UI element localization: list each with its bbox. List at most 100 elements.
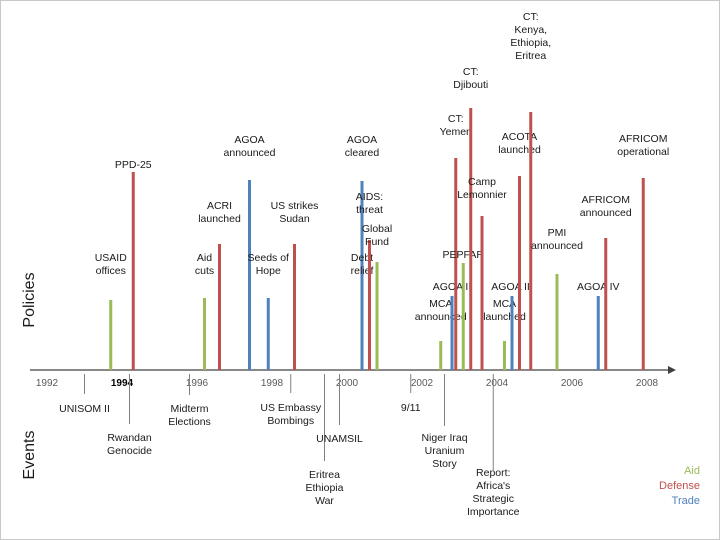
policy-label-agoa-announced: AGOA bbox=[234, 134, 264, 146]
policy-label-us-strikes-sudan: US strikes bbox=[271, 200, 319, 212]
event-label-unamsil: UNAMSIL bbox=[316, 433, 363, 445]
policy-bar-mca-launched bbox=[503, 341, 506, 370]
event-label-9-11: 9/11 bbox=[401, 402, 421, 414]
policy-label-ct-djibouti: Djibouti bbox=[453, 79, 488, 91]
policy-label-mca-launched: MCA bbox=[493, 298, 516, 310]
policy-bar-agoa-iv bbox=[596, 296, 600, 370]
policy-label-ct-yemen: CT: bbox=[448, 113, 464, 125]
event-label-midterm-elections: Midterm bbox=[171, 403, 209, 415]
event-label-report-africa-s-strategic-importance: Strategic bbox=[473, 493, 514, 505]
year-label-2002: 2002 bbox=[411, 378, 434, 389]
policy-bar-agoa-cleared bbox=[360, 181, 364, 370]
year-label-1994: 1994 bbox=[111, 378, 134, 389]
policy-bar-camp-lemonnier bbox=[480, 216, 484, 370]
event-label-niger-iraq-uranium-story: Uranium bbox=[425, 445, 465, 457]
event-label-report-africa-s-strategic-importance: Report: bbox=[476, 467, 510, 479]
year-label-2008: 2008 bbox=[636, 378, 659, 389]
policy-label-pmi-announced: announced bbox=[531, 240, 583, 252]
policy-label-africom-announced: announced bbox=[580, 207, 632, 219]
policy-label-ct-kenya-ethiopia-eritrea: Ethiopia, bbox=[510, 37, 551, 49]
policy-label-global-fund: Global bbox=[362, 223, 392, 235]
legend-trade: Trade bbox=[672, 495, 700, 507]
policy-label-ct-kenya-ethiopia-eritrea: CT: bbox=[523, 11, 539, 23]
policy-bar-pmi-announced bbox=[555, 274, 559, 370]
policy-bar-ct-yemen bbox=[454, 158, 458, 370]
policy-label-aids-threat: threat bbox=[356, 204, 383, 216]
policy-label-agoa-ii: AGOA II bbox=[433, 281, 472, 293]
event-label-eritrea-ethiopia-war: Eritrea bbox=[309, 469, 340, 481]
policy-label-ct-yemen: Yemen bbox=[440, 126, 472, 138]
year-label-2000: 2000 bbox=[336, 378, 359, 389]
policy-bar-seeds-of-hope bbox=[266, 298, 270, 370]
event-label-report-africa-s-strategic-importance: Africa's bbox=[476, 480, 510, 492]
policy-label-agoa-announced: announced bbox=[224, 147, 276, 159]
policy-label-seeds-of-hope: Seeds of bbox=[248, 252, 290, 264]
policy-label-ct-kenya-ethiopia-eritrea: Kenya, bbox=[514, 24, 547, 36]
policy-label-ct-kenya-ethiopia-eritrea: Eritrea bbox=[515, 50, 546, 62]
policy-label-agoa-cleared: AGOA bbox=[347, 134, 377, 146]
event-label-us-embassy-bombings: Bombings bbox=[267, 415, 314, 427]
policy-label-agoa-iii: AGOA III bbox=[491, 281, 532, 293]
policy-bar-agoa-ii bbox=[450, 296, 454, 370]
policy-label-acota-launched: launched bbox=[498, 144, 541, 156]
event-label-us-embassy-bombings: US Embassy bbox=[260, 402, 321, 414]
policy-bar-global-fund bbox=[375, 262, 379, 370]
event-label-rwandan-genocide: Genocide bbox=[107, 445, 152, 457]
policy-label-africom-operational: operational bbox=[617, 146, 669, 158]
policy-bar-acri-launched bbox=[218, 244, 221, 370]
policy-label-aid-cuts: Aid bbox=[197, 252, 212, 264]
year-label-2006: 2006 bbox=[561, 378, 584, 389]
legend-aid: Aid bbox=[684, 465, 700, 477]
policy-label-pepfar: PEPFAR bbox=[443, 249, 485, 261]
policy-label-usaid-offices: offices bbox=[96, 265, 126, 277]
policy-bar-debt-relief bbox=[360, 295, 364, 370]
policy-label-us-strikes-sudan: Sudan bbox=[279, 213, 310, 225]
policy-label-seeds-of-hope: Hope bbox=[256, 265, 281, 277]
policy-label-agoa-cleared: cleared bbox=[345, 147, 380, 159]
policy-label-africom-announced: AFRICOM bbox=[582, 194, 630, 206]
policy-bar-agoa-announced bbox=[248, 180, 251, 370]
policy-label-camp-lemonnier: Lemonnier bbox=[457, 189, 507, 201]
policy-label-usaid-offices: USAID bbox=[95, 252, 128, 264]
policy-bar-agoa-iii bbox=[510, 296, 514, 370]
year-label-1992: 1992 bbox=[36, 378, 59, 389]
policy-bar-africom-operational bbox=[641, 178, 645, 370]
legend-defense: Defense bbox=[659, 480, 700, 492]
policies-axis-label: Policies bbox=[21, 272, 38, 327]
policy-label-camp-lemonnier: Camp bbox=[468, 176, 496, 188]
policy-label-mca-announced: announced bbox=[415, 311, 467, 323]
policy-label-pmi-announced: PMI bbox=[548, 227, 567, 239]
policy-label-debt-relief: relief bbox=[351, 265, 374, 277]
policy-label-acota-launched: ACOTA bbox=[502, 131, 537, 143]
policy-bar-aid-cuts bbox=[203, 298, 206, 370]
event-label-rwandan-genocide: Rwandan bbox=[107, 432, 152, 444]
timeline-arrowhead bbox=[668, 366, 676, 374]
event-label-eritrea-ethiopia-war: Ethiopia bbox=[306, 482, 344, 494]
policy-label-global-fund: Fund bbox=[365, 236, 389, 248]
policy-label-ppd-25: PPD-25 bbox=[115, 159, 152, 171]
policy-bar-pepfar bbox=[461, 263, 465, 370]
event-label-report-africa-s-strategic-importance: Importance bbox=[467, 506, 520, 518]
event-label-midterm-elections: Elections bbox=[168, 416, 211, 428]
policy-bar-acota-launched bbox=[518, 176, 521, 370]
policy-label-mca-launched: launched bbox=[483, 311, 526, 323]
policy-label-acri-launched: ACRI bbox=[207, 200, 232, 212]
policy-bar-africom-announced bbox=[604, 238, 608, 370]
policy-bar-mca-announced bbox=[439, 341, 443, 370]
policy-bar-ppd-25 bbox=[131, 172, 135, 370]
policy-bar-aids-threat bbox=[368, 240, 371, 370]
event-label-unisom-ii: UNISOM II bbox=[59, 403, 110, 415]
event-label-niger-iraq-uranium-story: Niger Iraq bbox=[421, 432, 467, 444]
policy-bar-usaid-offices bbox=[109, 300, 113, 370]
policy-label-mca-announced: MCA bbox=[429, 298, 452, 310]
legend: Aid Defense Trade bbox=[659, 465, 700, 507]
policy-label-ct-djibouti: CT: bbox=[463, 66, 479, 78]
year-label-1998: 1998 bbox=[261, 378, 284, 389]
year-ticks: 1992 1994 1996 1998 2000 2002 2004 2006 2008 bbox=[36, 378, 659, 389]
policy-label-aid-cuts: cuts bbox=[195, 265, 214, 277]
event-label-niger-iraq-uranium-story: Story bbox=[432, 458, 457, 470]
